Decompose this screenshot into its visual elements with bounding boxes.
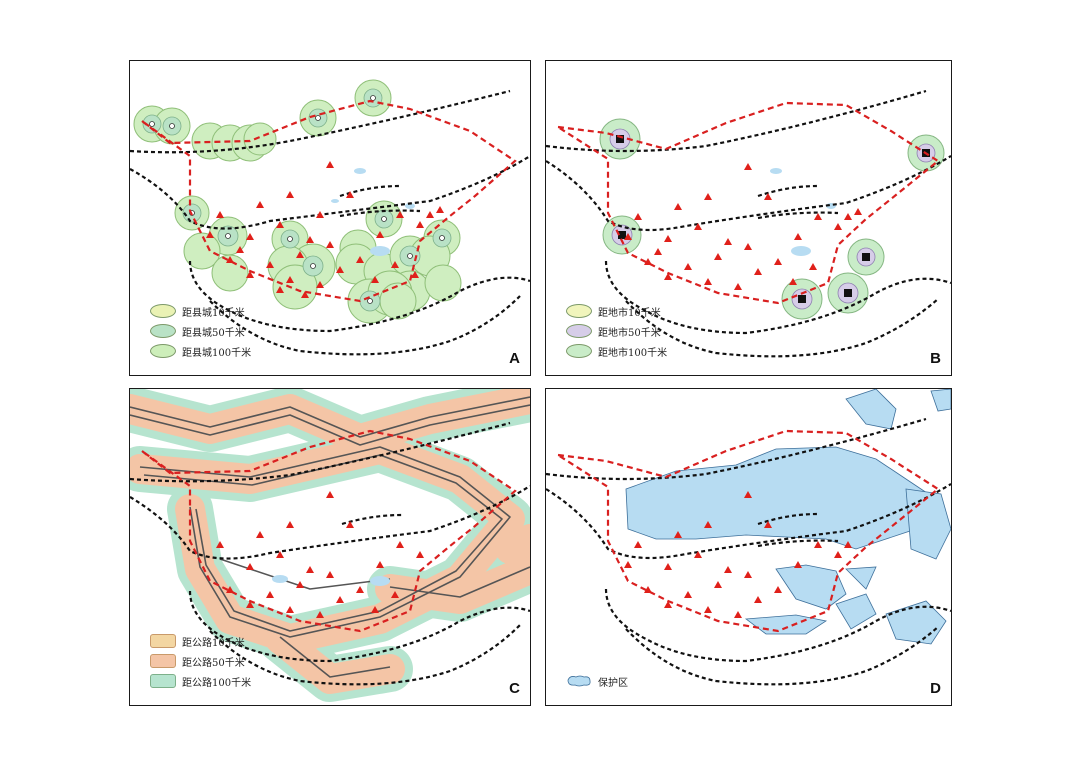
legend-item: 距县城50千米: [150, 321, 251, 341]
legend-label: 距公路100千米: [182, 677, 252, 689]
legend-swatch: [150, 654, 176, 668]
map-panel-c: 距公路10千米 距公路50千米 距公路100千米 C: [129, 388, 531, 706]
legend-item: 距县城10千米: [150, 301, 251, 321]
legend-label: 距地市50千米: [598, 327, 661, 339]
triangle-site-markers: [216, 491, 424, 618]
legend-label: 距地市100千米: [598, 347, 668, 359]
legend-item: 距公路50千米: [150, 651, 251, 671]
city-buffers-100km: [599, 118, 945, 320]
triangle-site-markers: [206, 161, 444, 298]
legend-b: 距地市10千米 距地市50千米 距地市100千米: [566, 301, 667, 361]
legend-item: 距县城100千米: [150, 341, 251, 361]
dashed-black-lines: [130, 421, 530, 686]
map-b-canvas: [546, 89, 951, 358]
triangle-site-markers: [624, 163, 862, 290]
panel-letter: B: [930, 350, 941, 367]
legend-label: 距县城10千米: [182, 307, 245, 319]
lakes: [331, 168, 415, 256]
map-a-canvas: [130, 79, 530, 356]
legend-label: 距地市10千米: [598, 307, 661, 319]
legend-label: 距公路10千米: [182, 637, 245, 649]
protected-boundary-red: [557, 101, 940, 305]
dashed-black-lines: [546, 89, 951, 358]
map-panel-d: 保护区 D: [545, 388, 952, 706]
legend-item: 保护区: [566, 671, 628, 691]
legend-c: 距公路10千米 距公路50千米 距公路100千米: [150, 631, 251, 691]
panel-letter: C: [509, 680, 520, 697]
panel-letter: D: [930, 680, 941, 697]
legend-swatch: [566, 324, 592, 338]
legend-item: 距地市100千米: [566, 341, 667, 361]
legend-swatch: [150, 324, 176, 338]
legend-swatch: [150, 674, 176, 688]
legend-item: 距地市50千米: [566, 321, 667, 341]
map-d-canvas: [546, 389, 951, 686]
map-c-canvas: [130, 389, 530, 702]
legend-swatch: [566, 304, 592, 318]
legend-swatch: [566, 344, 592, 358]
city-buffers-50km: [609, 128, 936, 310]
map-panel-b: 距地市10千米 距地市50千米 距地市100千米 B: [545, 60, 952, 376]
triangle-site-markers: [624, 491, 852, 618]
dashed-black-lines: [546, 417, 951, 686]
legend-a: 距县城10千米 距县城50千米 距县城100千米: [150, 301, 251, 361]
protected-boundary-red: [141, 99, 517, 303]
legend-item: 距公路10千米: [150, 631, 251, 651]
legend-swatch: [150, 634, 176, 648]
legend-swatch: [150, 304, 176, 318]
panel-letter: A: [509, 350, 520, 367]
prefecture-city-markers: [616, 135, 930, 303]
protected-boundary-red: [141, 429, 517, 633]
legend-d: 保护区: [566, 671, 628, 691]
legend-label: 距公路50千米: [182, 657, 245, 669]
legend-label: 距县城50千米: [182, 327, 245, 339]
dashed-black-lines: [130, 89, 530, 356]
legend-item: 距地市10千米: [566, 301, 667, 321]
legend-label: 距县城100千米: [182, 347, 252, 359]
road-buffer-50km: [130, 389, 530, 694]
protected-area-swatch-icon: [567, 675, 591, 687]
map-panel-a: 距县城10千米 距县城50千米 距县城100千米 A: [129, 60, 531, 376]
legend-swatch: [150, 344, 176, 358]
protected-boundary-red: [557, 429, 940, 633]
lakes: [272, 575, 390, 586]
county-buffers-100km: [133, 79, 462, 324]
legend-label: 保护区: [598, 677, 628, 689]
legend-item: 距公路100千米: [150, 671, 251, 691]
